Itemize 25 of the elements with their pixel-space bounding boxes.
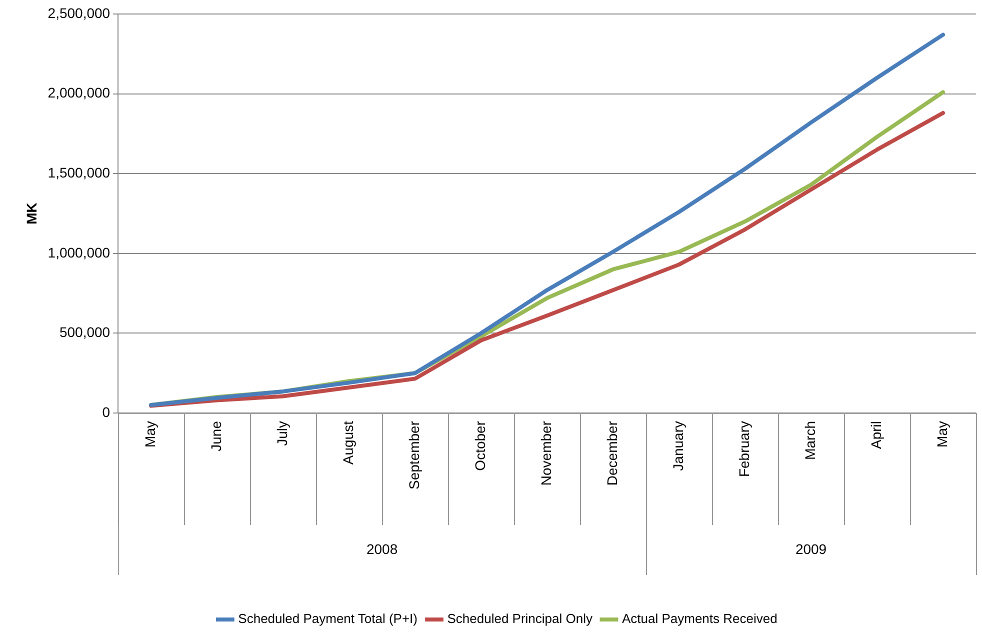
y-tick-label: 1,500,000 [48,164,110,180]
y-axis-title: MK [23,202,40,224]
y-tick-label: 500,000 [59,324,110,340]
x-tick-label: February [736,421,752,478]
legend-label: Actual Payments Received [622,611,778,626]
y-tick-label: 2,500,000 [48,4,110,21]
x-tick-label: October [472,420,488,471]
x-tick-label: July [274,421,290,446]
y-tick-label: 1,000,000 [48,244,110,260]
x-tick-label: April [868,421,884,450]
x-tick-label: March [802,421,818,460]
x-tick-label: May [934,421,950,448]
x-tick-label: May [142,421,158,448]
legend-label: Scheduled Payment Total (P+I) [238,611,418,626]
x-tick-label: December [604,420,620,486]
x-tick-label: November [538,420,554,486]
y-tick-label: 2,000,000 [48,84,110,101]
y-tick-label: 0 [102,404,110,420]
text: 2009 [795,540,827,557]
x-tick-label: August [340,420,356,465]
text: 2008 [366,540,398,557]
x-tick-label: January [670,421,686,471]
legend-label: Scheduled Principal Only [447,611,593,626]
x-tick-label: June [208,420,224,452]
x-tick-label: September [406,420,422,490]
